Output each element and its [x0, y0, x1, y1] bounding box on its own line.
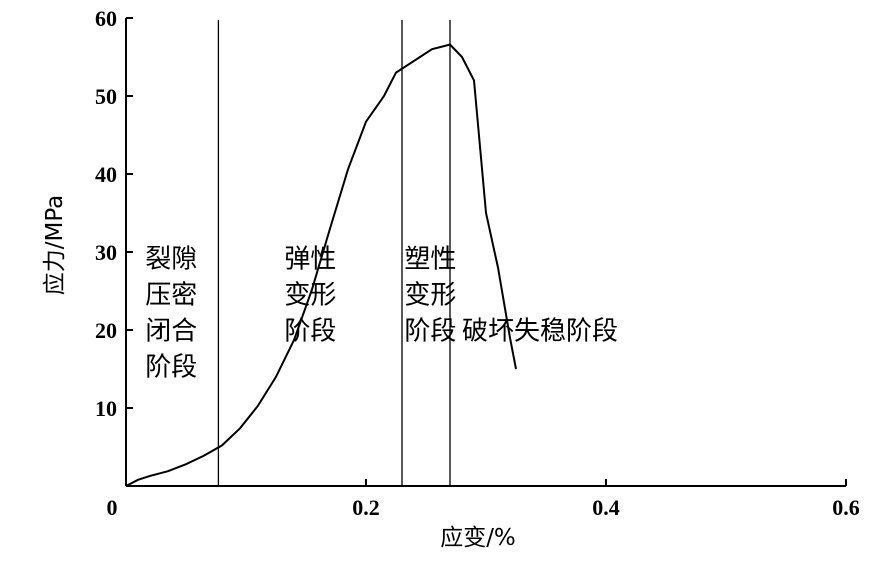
axis-ticks: 0 0.2 0.4 0.6 10 20 30 40 50 60 [95, 6, 860, 520]
stage-label-line: 闭合 [145, 317, 197, 347]
y-tick-label: 20 [95, 318, 117, 343]
stage-label-line: 变形 [284, 281, 336, 311]
stage-label-line: 弹性 [284, 245, 336, 275]
stage-label: 破坏失稳阶段 [462, 316, 618, 346]
y-tick-label: 50 [95, 84, 117, 109]
stage-label-line: 变形 [404, 281, 456, 311]
x-tick-label: 0.6 [832, 495, 860, 520]
x-axis-title: 应变/% [440, 525, 516, 551]
stage-boundaries [217, 20, 451, 486]
stage-label-line: 阶段 [404, 317, 456, 347]
stage-label-line: 破坏失稳阶段 [462, 316, 618, 346]
y-axis-title: 应力/MPa [42, 195, 68, 296]
stage-label-line: 阶段 [145, 353, 197, 383]
x-tick-label: 0 [107, 495, 118, 520]
stage-label-line: 压密 [145, 281, 197, 311]
stage-label-line: 塑性 [404, 245, 456, 275]
stage-label-line: 阶段 [284, 317, 336, 347]
stage-label-line: 裂隙 [145, 245, 197, 275]
x-tick-label: 0.2 [352, 495, 380, 520]
y-tick-label: 40 [95, 162, 117, 187]
y-tick-label: 30 [95, 240, 117, 265]
x-tick-label: 0.4 [592, 495, 620, 520]
y-tick-label: 60 [95, 6, 117, 31]
y-tick-label: 10 [95, 396, 117, 421]
stress-strain-curve [125, 43, 517, 487]
